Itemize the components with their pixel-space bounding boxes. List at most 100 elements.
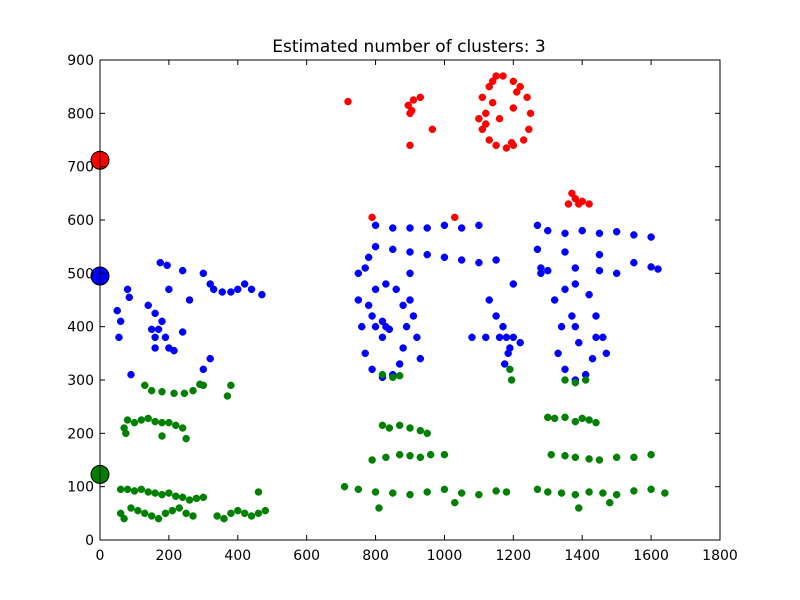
green-cluster-point <box>371 488 380 496</box>
green-cluster-point <box>451 498 459 507</box>
green-cluster-point <box>378 370 387 379</box>
blue-cluster-point <box>475 258 483 267</box>
blue-cluster-point <box>654 265 662 273</box>
green-cluster-point <box>457 489 466 497</box>
blue-cluster-point <box>585 290 593 299</box>
y-axis: 0 100 200 300 400 500 600 700 800 900 <box>67 53 720 549</box>
blue-cluster-point <box>568 312 576 320</box>
blue-cluster-point <box>571 280 580 288</box>
red-cluster-point <box>513 88 521 96</box>
green-cluster-point <box>254 509 263 518</box>
green-cluster-point <box>492 487 500 495</box>
blue-cluster-point <box>557 322 566 331</box>
red-cluster-point <box>488 77 497 86</box>
blue-cluster-point <box>389 224 397 232</box>
green-cluster-point <box>354 485 363 494</box>
green-cluster-point <box>180 389 189 398</box>
green-cluster-point <box>630 487 638 495</box>
green-cluster-point <box>606 498 614 507</box>
blue-cluster-point <box>630 231 638 239</box>
green-cluster-point <box>189 386 197 395</box>
blue-cluster-point <box>371 242 380 251</box>
blue-cluster-point <box>382 280 390 288</box>
green-cluster-point <box>254 488 263 496</box>
green-cluster-point <box>151 417 159 426</box>
green-cluster-point <box>122 429 130 438</box>
blue-cluster-point <box>509 280 518 288</box>
green-cluster-point <box>533 485 542 494</box>
blue-cluster-point <box>561 365 569 374</box>
green-cluster-point <box>165 418 173 427</box>
green-cluster-point <box>199 381 208 390</box>
green-cluster-point <box>612 490 621 499</box>
y-tick-label: 500 <box>67 266 94 282</box>
red-cluster-point <box>485 136 493 144</box>
red-cluster-point <box>482 120 490 128</box>
blue-cluster-point <box>500 360 509 368</box>
blue-cluster-point <box>647 233 655 241</box>
green-cluster-point <box>165 489 173 497</box>
blue-cluster-point <box>575 338 583 347</box>
blue-cluster-point <box>595 229 604 238</box>
red-cluster-point <box>488 98 497 107</box>
y-tick-label: 600 <box>67 213 94 229</box>
blue-cluster-point <box>163 261 171 270</box>
red-cluster-point <box>585 200 593 208</box>
green-cluster-point <box>199 493 208 502</box>
y-tick-label: 900 <box>67 53 94 69</box>
green-cluster-point <box>147 512 156 520</box>
x-tick-label: 1600 <box>633 548 669 564</box>
red-cluster-point <box>564 200 573 208</box>
green-cluster-point <box>172 492 180 501</box>
blue-cluster-point <box>227 288 235 296</box>
blue-cluster-point <box>116 317 125 326</box>
blue-cluster-point <box>361 349 369 358</box>
green-cluster-point <box>426 450 435 459</box>
green-cluster-point <box>599 489 607 497</box>
green-cluster-point <box>116 485 125 494</box>
blue-cluster-point <box>499 322 507 331</box>
green-cluster-point <box>247 512 256 520</box>
green-cluster-point <box>192 494 201 503</box>
blue-cluster-point <box>588 354 597 363</box>
x-tick-label: 0 <box>96 548 105 564</box>
blue-cluster-point <box>385 325 394 334</box>
red-cluster-point <box>409 96 418 104</box>
green-cluster-point <box>585 488 593 496</box>
blue-cluster-point <box>647 263 655 271</box>
blue-cluster-point <box>402 322 411 331</box>
green-cluster-point <box>178 424 187 432</box>
blue-cluster-point <box>516 338 524 347</box>
x-tick-label: 1200 <box>496 548 532 564</box>
blue-cluster-point <box>440 253 449 262</box>
green-cluster-point <box>395 421 404 430</box>
green-cluster-point <box>134 506 142 515</box>
green-cluster-point <box>395 371 404 380</box>
green-cluster-point <box>544 488 552 496</box>
blue-cluster-point <box>361 264 369 272</box>
green-cluster-point <box>578 414 586 423</box>
blue-cluster-point <box>409 312 418 320</box>
blue-cluster-point <box>178 328 187 336</box>
blue-cluster-point <box>364 301 373 310</box>
blue-cluster-point <box>371 221 380 230</box>
green-cluster-point <box>550 414 559 423</box>
green-cluster-point <box>227 509 235 518</box>
red-cluster-point <box>502 144 511 152</box>
blue-cluster-point <box>123 285 132 294</box>
red-cluster-point <box>482 109 490 118</box>
blue-cluster-point <box>165 285 173 294</box>
green-cluster-point <box>127 504 135 512</box>
green-cluster-point <box>382 453 390 462</box>
red-cluster-point <box>571 194 580 203</box>
green-cluster-point <box>182 434 190 443</box>
green-cluster-point <box>141 381 149 390</box>
blue-cluster-point <box>509 333 518 342</box>
green-cluster-point <box>175 504 183 512</box>
green-cluster-point <box>158 418 166 427</box>
red-cluster-point <box>492 72 500 80</box>
blue-cluster-point <box>358 322 366 331</box>
blue-cluster-point <box>502 333 511 342</box>
blue-cluster-point <box>234 285 242 294</box>
blue-cluster-point <box>364 253 373 262</box>
